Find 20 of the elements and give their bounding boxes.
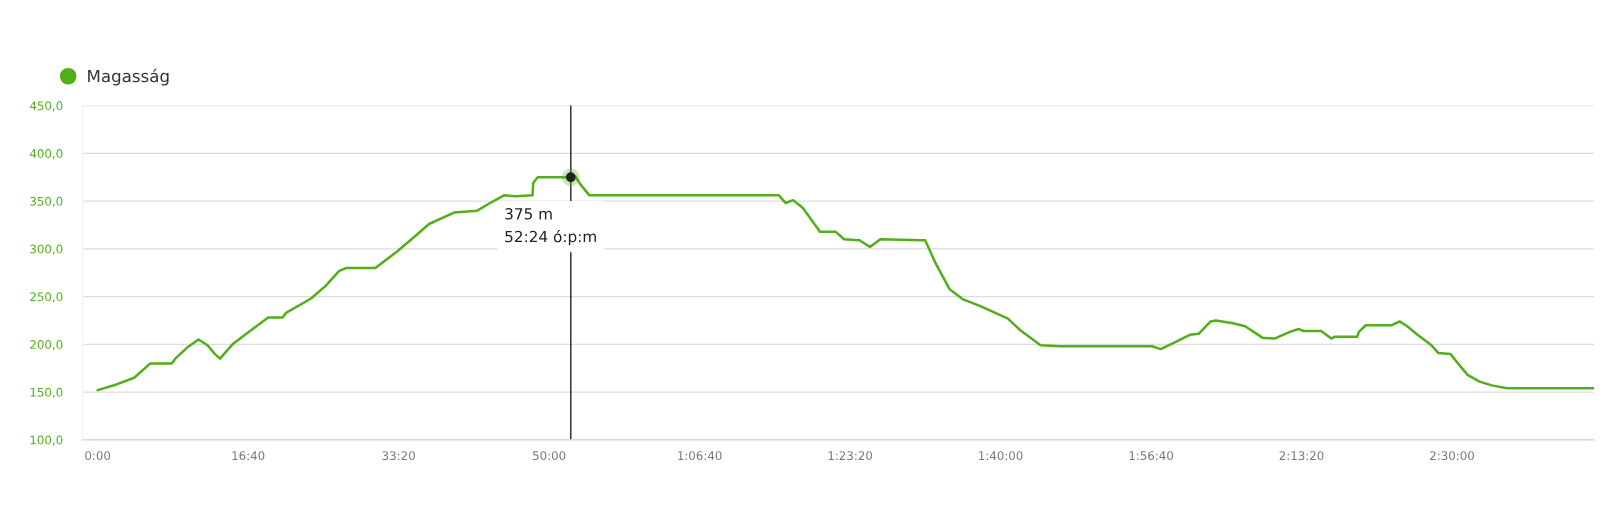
y-tick-label: 300,0 bbox=[30, 244, 63, 255]
y-tick-label: 150,0 bbox=[30, 387, 63, 398]
y-tick-label: 250,0 bbox=[30, 292, 63, 303]
x-tick-label: 1:40:00 bbox=[979, 451, 1023, 461]
x-tick-label: 0:00 bbox=[85, 451, 111, 461]
y-tick-label: 450,0 bbox=[29, 101, 63, 112]
x-tick-label: 1:23:20 bbox=[828, 451, 873, 461]
x-tick-label: 50:00 bbox=[533, 451, 566, 461]
y-tick-label: 100,0 bbox=[30, 435, 63, 446]
x-tick-label: 2:30:00 bbox=[1430, 451, 1474, 461]
annotation: 375 m 52:24 ó:p:m bbox=[505, 208, 596, 246]
x-tick-label: 16:40 bbox=[232, 451, 265, 461]
y-tick-label: 400,0 bbox=[29, 149, 63, 160]
x-tick-label: 1:06:40 bbox=[678, 451, 722, 461]
x-tick-label: 33:20 bbox=[382, 451, 415, 461]
y-tick-label: 200,0 bbox=[30, 340, 63, 351]
y-tick-label: 350,0 bbox=[30, 196, 63, 207]
x-tick-label: 2:13:20 bbox=[1279, 451, 1324, 461]
x-tick-label: 1:56:40 bbox=[1129, 451, 1174, 461]
legend-label: Magasság bbox=[88, 68, 169, 86]
